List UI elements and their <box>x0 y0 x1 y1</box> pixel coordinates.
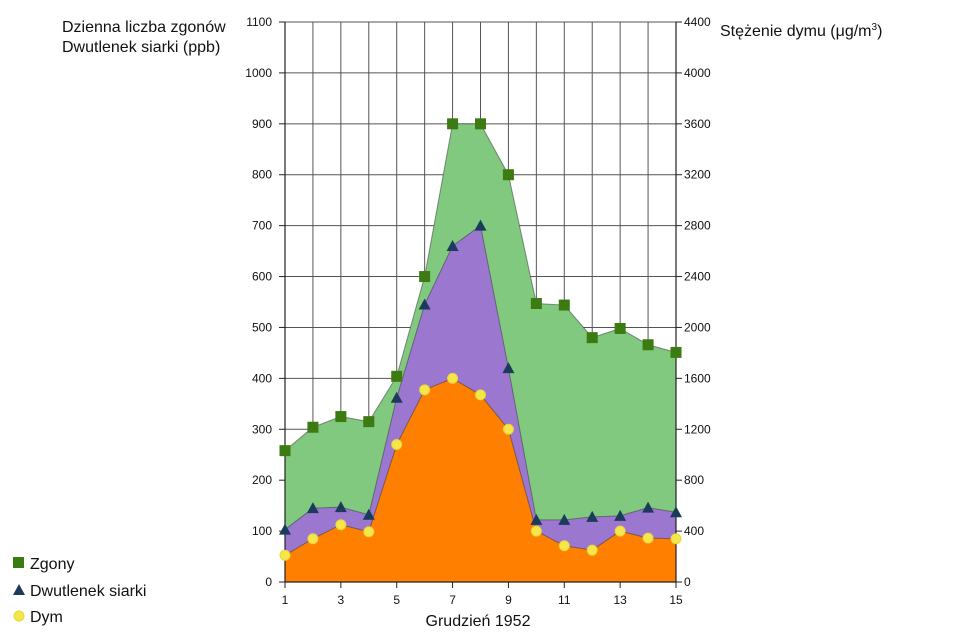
data-point-dym <box>615 526 625 536</box>
x-tick-label: 9 <box>505 593 512 607</box>
x-axis-title: Grudzień 1952 <box>426 613 531 630</box>
data-point-zgony <box>559 300 570 311</box>
legend-marker-square <box>13 557 24 568</box>
x-tick-label: 3 <box>338 593 345 607</box>
right-tick-label: 2800 <box>684 219 711 233</box>
right-tick-label: 2000 <box>684 320 711 334</box>
left-tick-label: 300 <box>252 422 272 436</box>
data-point-zgony <box>307 422 318 433</box>
right-tick-label: 2400 <box>684 270 711 284</box>
data-point-dym <box>671 534 681 544</box>
data-point-zgony <box>419 271 430 282</box>
x-axis-ticks: 1 3 5 7 9 11 13 15 <box>282 582 683 607</box>
data-point-dym <box>587 545 597 555</box>
data-point-dym <box>308 534 318 544</box>
data-point-zgony <box>280 445 291 456</box>
data-point-zgony <box>531 298 542 309</box>
data-point-zgony <box>503 169 514 180</box>
data-point-dym <box>420 385 430 395</box>
data-point-zgony <box>475 118 486 129</box>
data-point-dym <box>280 550 290 560</box>
x-tick-label: 1 <box>282 593 289 607</box>
right-axis-title-end: ) <box>877 23 882 40</box>
left-tick-label: 800 <box>252 168 272 182</box>
series-areas <box>285 124 676 582</box>
data-point-dym <box>448 373 458 383</box>
data-point-dym <box>392 440 402 450</box>
data-point-zgony <box>615 323 626 334</box>
data-point-zgony <box>671 347 682 358</box>
right-tick-label: 3600 <box>684 117 711 131</box>
right-tick-label: 0 <box>684 575 691 589</box>
left-tick-label: 400 <box>252 371 272 385</box>
right-axis-title-main: Stężenie dymu (μg/m <box>720 23 872 40</box>
data-point-dym <box>336 520 346 530</box>
legend: Zgony Dwutlenek siarki Dym <box>13 556 146 626</box>
data-point-dym <box>643 533 653 543</box>
left-tick-label: 500 <box>252 320 272 334</box>
left-tick-label: 0 <box>265 575 272 589</box>
left-tick-label: 100 <box>252 524 272 538</box>
x-tick-label: 15 <box>669 593 683 607</box>
right-tick-label: 4000 <box>684 66 711 80</box>
data-point-zgony <box>587 332 598 343</box>
x-tick-label: 7 <box>449 593 456 607</box>
x-tick-label: 11 <box>558 593 571 607</box>
right-tick-label: 400 <box>684 524 704 538</box>
left-tick-label: 200 <box>252 473 272 487</box>
x-tick-label: 13 <box>613 593 627 607</box>
right-tick-label: 3200 <box>684 168 711 182</box>
legend-label-zgony: Zgony <box>30 556 74 573</box>
left-axis-title-line1: Dzienna liczba zgonów <box>62 19 226 36</box>
right-axis-title: Stężenie dymu (μg/m3) <box>720 22 882 40</box>
legend-label-dym: Dym <box>30 609 63 626</box>
data-point-zgony <box>447 118 458 129</box>
legend-marker-triangle <box>13 584 25 595</box>
chart: 0 100 200 300 400 500 600 700 800 900 1000 1100 0 40… <box>0 0 960 640</box>
left-axis-title-line2: Dwutlenek siarki (ppb) <box>62 39 220 56</box>
left-tick-label: 1100 <box>246 15 272 29</box>
right-tick-label: 1200 <box>684 422 711 436</box>
data-point-zgony <box>363 416 374 427</box>
right-tick-label: 4400 <box>684 15 711 29</box>
right-tick-label: 1600 <box>684 371 711 385</box>
legend-label-dwutlenek-siarki: Dwutlenek siarki <box>30 583 146 600</box>
left-tick-label: 700 <box>252 219 272 233</box>
data-point-dym <box>531 526 541 536</box>
left-tick-label: 900 <box>252 117 272 131</box>
right-axis-ticks: 0 400 800 1200 1600 2000 2400 2800 3200 3600 4000 4… <box>676 15 711 589</box>
x-tick-label: 5 <box>393 593 400 607</box>
left-axis-ticks: 0 100 200 300 400 500 600 700 800 900 1000 1100 <box>245 15 285 589</box>
data-point-dym <box>559 541 569 551</box>
data-point-dym <box>364 527 374 537</box>
left-tick-label: 1000 <box>245 66 272 80</box>
data-point-zgony <box>643 339 654 350</box>
left-tick-label: 600 <box>252 270 272 284</box>
data-point-dym <box>503 424 513 434</box>
data-point-zgony <box>335 411 346 422</box>
data-point-dym <box>476 390 486 400</box>
legend-marker-circle <box>14 611 24 621</box>
right-tick-label: 800 <box>684 473 704 487</box>
data-point-zgony <box>391 371 402 382</box>
